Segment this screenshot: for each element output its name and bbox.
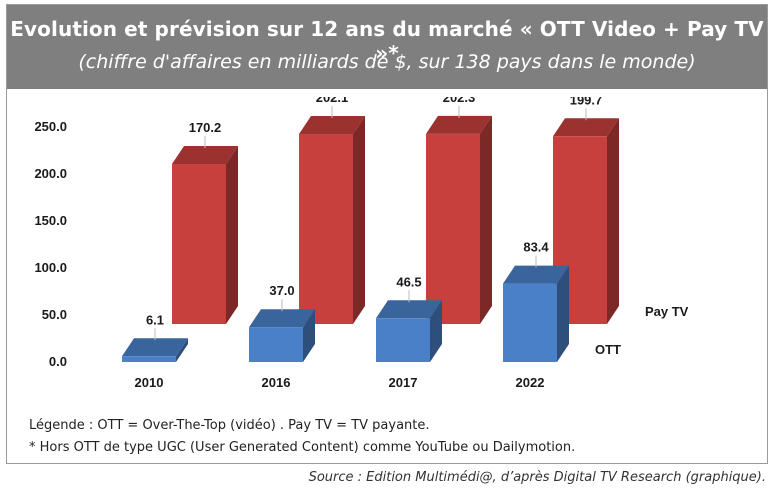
- bar-top: [122, 338, 188, 357]
- y-tick-label: 50.0: [42, 307, 67, 322]
- bar-top: [426, 115, 492, 134]
- infographic-frame: Evolution et prévision sur 12 ans du mar…: [6, 4, 768, 464]
- bar-side: [557, 265, 569, 362]
- bar: [426, 133, 480, 324]
- bar-top: [249, 309, 315, 328]
- bar: [172, 164, 226, 324]
- x-tick-label: 2016: [262, 375, 291, 390]
- bar: [299, 134, 353, 324]
- bar-top: [553, 118, 619, 137]
- y-tick-label: 0.0: [49, 354, 67, 369]
- y-tick-label: 250.0: [34, 119, 67, 134]
- chart-title: Evolution et prévision sur 12 ans du mar…: [10, 17, 764, 65]
- header-banner: Evolution et prévision sur 12 ans du mar…: [7, 5, 767, 89]
- x-tick-label: 2010: [135, 375, 164, 390]
- x-tick-label: 2022: [516, 375, 545, 390]
- x-tick-label: 2017: [389, 375, 418, 390]
- bar-top: [503, 265, 569, 284]
- bar-side: [353, 116, 365, 324]
- data-label: 199.7: [570, 97, 603, 107]
- bar: [376, 318, 430, 362]
- data-label: 202.3: [443, 97, 476, 105]
- series-label: OTT: [595, 342, 621, 357]
- chart-subtitle: (chiffre d'affaires en milliards de $, s…: [78, 51, 696, 73]
- bar-top: [172, 146, 238, 165]
- bar-side: [430, 300, 442, 362]
- bar: [503, 283, 557, 362]
- chart-area: 0.0 50.0 100.0 150.0 200.0 250.0 170.2 202.1 202…: [17, 90, 757, 397]
- data-label: 202.1: [316, 97, 349, 105]
- bar-side: [607, 118, 619, 324]
- bar: [249, 327, 303, 362]
- bar-top: [376, 300, 442, 319]
- footnote: * Hors OTT de type UGC (User Generated C…: [29, 440, 576, 455]
- source-note: Source : Edition Multimédi@, d’après Dig…: [308, 470, 766, 485]
- data-label: 83.4: [523, 240, 549, 255]
- legend-note: Légende : OTT = Over-The-Top (vidéo) . P…: [29, 418, 430, 433]
- data-label: 170.2: [189, 120, 222, 135]
- y-tick-label: 150.0: [34, 213, 67, 228]
- bar-side: [303, 309, 315, 362]
- bar: [122, 356, 176, 362]
- bar-chart: 0.0 50.0 100.0 150.0 200.0 250.0 170.2 202.1 202…: [34, 90, 689, 390]
- data-label: 46.5: [396, 274, 421, 289]
- bar-top: [299, 116, 365, 135]
- y-tick-label: 100.0: [34, 260, 67, 275]
- bar-side: [480, 115, 492, 324]
- data-label: 37.0: [269, 283, 294, 298]
- bar-side: [176, 338, 188, 362]
- series-label: Pay TV: [645, 304, 689, 319]
- bar-side: [226, 146, 238, 324]
- y-tick-label: 200.0: [34, 166, 67, 181]
- data-label: 6.1: [146, 312, 164, 327]
